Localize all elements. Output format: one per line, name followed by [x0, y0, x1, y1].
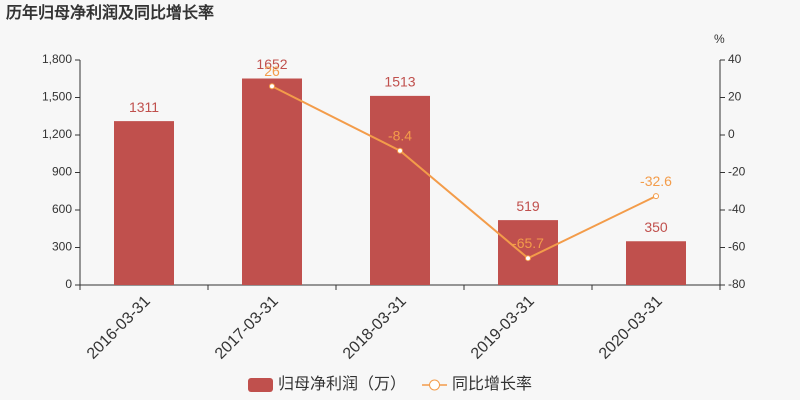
bar [242, 78, 302, 285]
y-tick-label: 1,800 [42, 52, 72, 66]
y2-tick-label: 20 [728, 90, 742, 104]
y2-tick-label: -40 [728, 202, 746, 216]
legend-marker [429, 379, 441, 391]
y-tick-label: 1,200 [42, 127, 72, 141]
legend-swatch [248, 378, 273, 392]
bar-value-label: 350 [644, 219, 668, 235]
line-point [525, 255, 531, 262]
y2-tick-label: -60 [728, 240, 746, 254]
line-value-label: -32.6 [640, 173, 672, 189]
legend-label: 归母净利润（万） [278, 375, 406, 393]
y-tick-label: 1,500 [42, 90, 72, 104]
line-value-label: -8.4 [388, 127, 412, 143]
legend-label: 同比增长率 [452, 375, 532, 393]
bar [626, 241, 686, 285]
line-value-label: 26 [264, 63, 280, 79]
bar-value-label: 1513 [384, 74, 415, 90]
chart-title: 历年归母净利润及同比增长率 [6, 3, 214, 22]
line-value-label: -65.7 [512, 235, 544, 251]
bar-value-label: 1652 [256, 56, 287, 72]
bar [114, 121, 174, 285]
bar-value-label: 1311 [129, 99, 159, 115]
bar [370, 95, 430, 285]
y-tick-label: 600 [52, 202, 72, 216]
y2-tick-label: 0 [728, 127, 735, 141]
bar [498, 220, 558, 285]
y2-tick-label: -20 [728, 165, 746, 179]
line-point [397, 147, 403, 154]
y2-unit: % [714, 32, 725, 46]
y2-tick-label: 40 [728, 52, 742, 66]
y-tick-label: 300 [52, 240, 72, 254]
line-point [653, 193, 659, 200]
y2-tick-label: -80 [728, 277, 746, 291]
y-tick-label: 0 [65, 277, 72, 291]
y-tick-label: 900 [52, 165, 72, 179]
bar-value-label: 519 [516, 198, 540, 214]
line-point [269, 83, 275, 90]
line [271, 85, 657, 260]
